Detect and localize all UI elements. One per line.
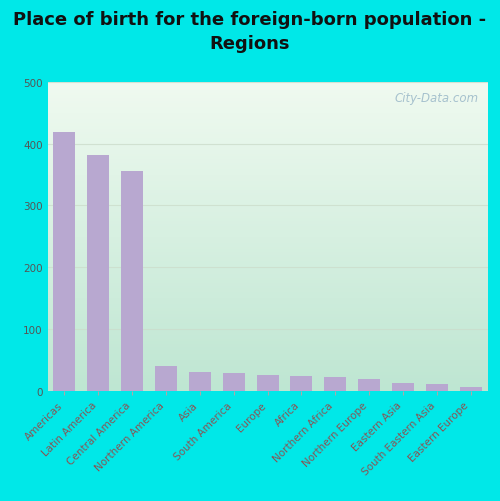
Bar bbox=[121, 172, 143, 391]
Bar bbox=[358, 380, 380, 391]
Bar bbox=[256, 375, 278, 391]
Bar bbox=[290, 377, 312, 391]
Bar bbox=[460, 388, 481, 391]
Text: City-Data.com: City-Data.com bbox=[394, 92, 478, 105]
Bar bbox=[189, 372, 211, 391]
Bar bbox=[88, 156, 110, 391]
Bar bbox=[324, 377, 346, 391]
Bar bbox=[392, 383, 414, 391]
Text: Place of birth for the foreign-born population -
Regions: Place of birth for the foreign-born popu… bbox=[14, 11, 486, 53]
Bar bbox=[54, 133, 76, 391]
Bar bbox=[426, 384, 448, 391]
Bar bbox=[155, 366, 177, 391]
Bar bbox=[222, 374, 244, 391]
